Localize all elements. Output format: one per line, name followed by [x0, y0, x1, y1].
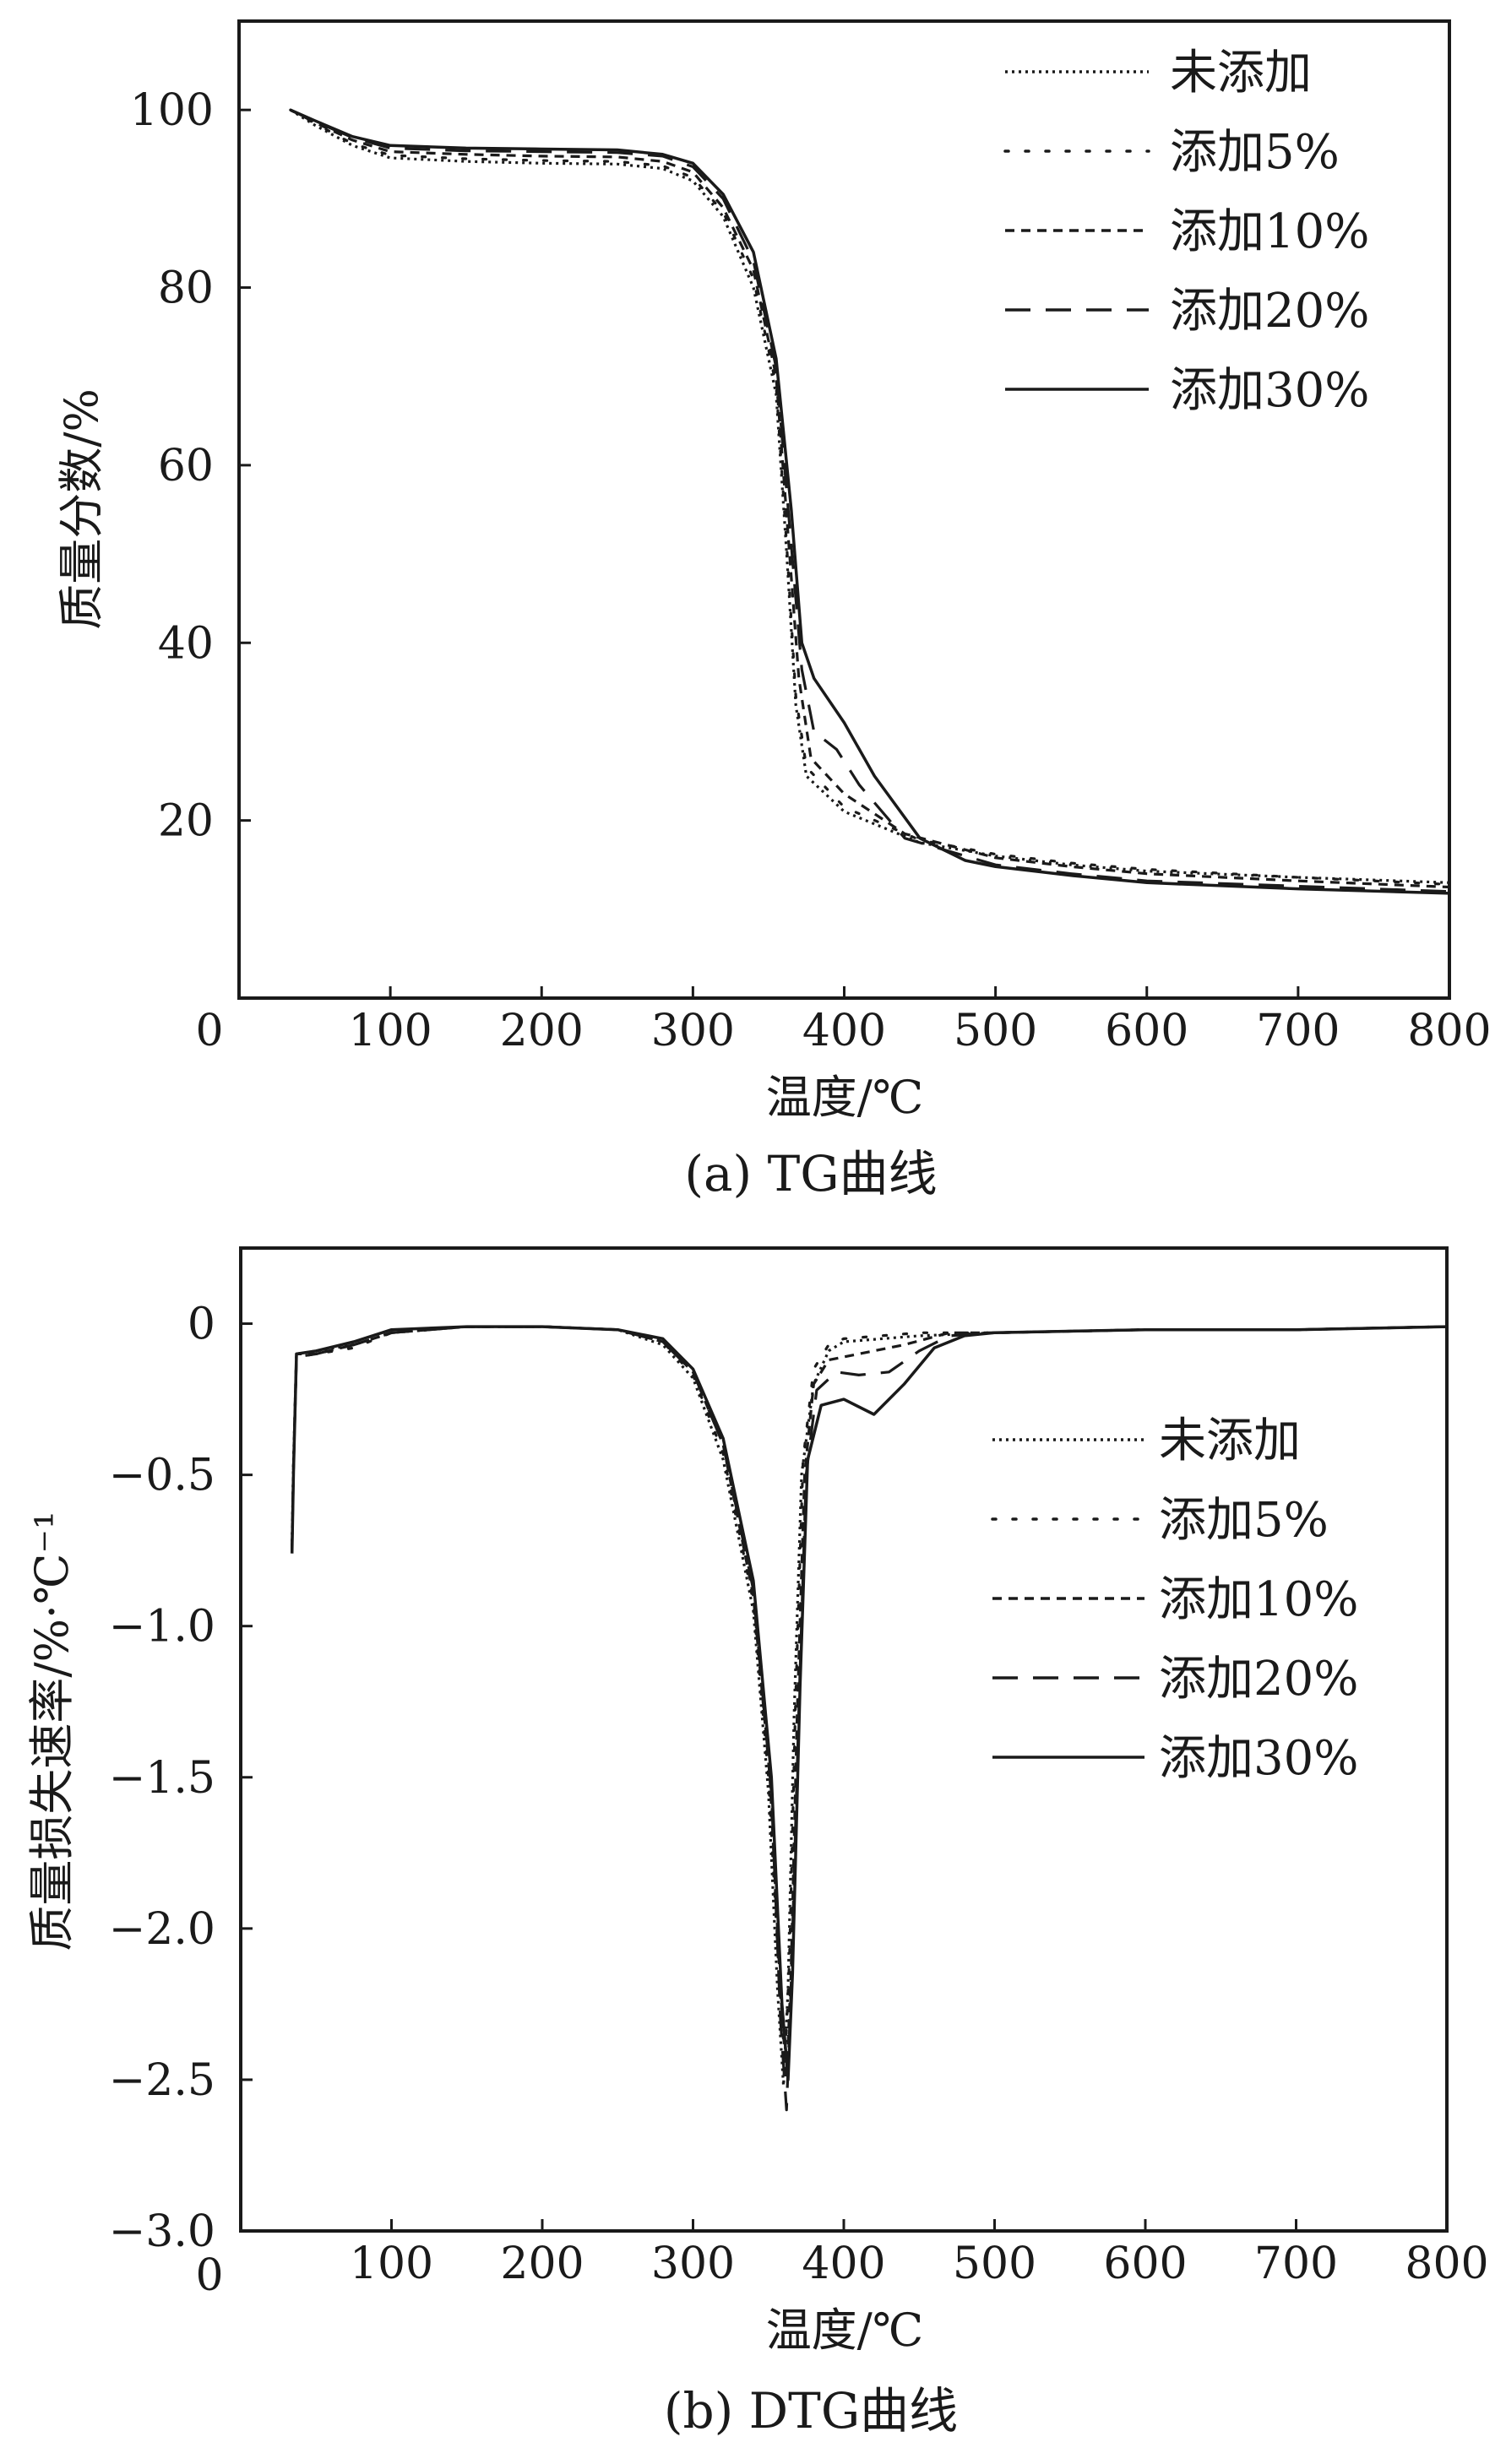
tg-series-group [289, 108, 1451, 895]
dtg-y-tick-label: −2.5 [109, 2055, 215, 2106]
tg-x-tick-label: 600 [1105, 1006, 1188, 1056]
dtg-series-group [290, 1325, 1449, 2112]
dtg-x-tick-label: 700 [1254, 2239, 1338, 2289]
tg-y-tick-label: 100 [130, 85, 214, 136]
dtg-legend-label-3: 添加20% [1159, 1652, 1358, 1707]
dtg-x-tick-label: 500 [953, 2239, 1036, 2289]
dtg-origin-label: 0 [195, 2250, 223, 2301]
tg-panel: 100 200 300 400 500 600 700 800 20 40 60 80 100 未添加添… [55, 19, 1492, 1202]
tg-legend-label-3: 添加20% [1170, 284, 1369, 339]
tg-y-axis-label: 质量分数/% [55, 388, 108, 630]
dtg-ticks: 100 200 300 400 500 600 700 800 0 −0.5 −1.0 −1.5 −2.… [109, 1300, 1489, 2289]
dtg-x-tick-label: 800 [1405, 2239, 1488, 2289]
tg-y-tick-label: 40 [158, 618, 214, 669]
tg-x-tick-label: 500 [954, 1006, 1037, 1056]
tg-x-tick-label: 800 [1407, 1006, 1491, 1056]
tg-x-axis-label: 温度/℃ [766, 1071, 924, 1124]
tg-x-tick-label: 100 [348, 1006, 432, 1056]
tg-series-line-2 [290, 108, 1450, 889]
tg-caption: (a) TG曲线 [684, 1145, 937, 1202]
dtg-y-axis-label: 质量损失速率/%·℃⁻¹ [25, 1511, 79, 1951]
dtg-series-line-1 [291, 1325, 1449, 2066]
tg-ticks: 100 200 300 400 500 600 700 800 20 40 60 80 100 [130, 85, 1492, 1056]
dtg-x-tick-label: 300 [651, 2239, 735, 2289]
dtg-series-line-3 [291, 1325, 1448, 2112]
dtg-legend-label-4: 添加30% [1159, 1731, 1358, 1786]
dtg-legend-label-2: 添加10% [1159, 1572, 1358, 1627]
dtg-x-tick-label: 200 [500, 2239, 584, 2289]
dtg-legend-label-1: 添加5% [1159, 1493, 1329, 1548]
tg-y-tick-label: 60 [158, 441, 214, 491]
tg-legend-label-1: 添加5% [1170, 125, 1340, 180]
tg-origin-label: 0 [195, 1006, 223, 1056]
dtg-y-tick-label: −0.5 [109, 1451, 215, 1501]
tg-legend-label-4: 添加30% [1170, 363, 1369, 418]
dtg-y-tick-label: −2.0 [109, 1904, 215, 1955]
tg-x-tick-label: 700 [1256, 1006, 1340, 1056]
tg-series-line-4 [290, 108, 1450, 895]
dtg-y-tick-label: −1.5 [109, 1753, 215, 1804]
dtg-x-tick-label: 400 [802, 2239, 885, 2289]
dtg-x-tick-label: 100 [350, 2239, 433, 2289]
tg-series-line-0 [290, 108, 1450, 884]
tg-legend-label-0: 未添加 [1170, 46, 1312, 100]
dtg-y-tick-label: −1.0 [109, 1602, 215, 1653]
dtg-x-tick-label: 600 [1103, 2239, 1187, 2289]
dtg-x-axis-label: 温度/℃ [766, 2304, 924, 2357]
tg-x-tick-label: 400 [802, 1006, 886, 1056]
dtg-caption: (b) DTG曲线 [664, 2382, 958, 2440]
dtg-y-tick-label: 0 [188, 1300, 215, 1350]
dtg-y-tick-label: −3.0 [109, 2206, 215, 2257]
tg-y-tick-label: 20 [158, 796, 214, 847]
tg-legend-label-2: 添加10% [1170, 204, 1369, 259]
tg-series-line-1 [289, 108, 1451, 886]
dtg-legend-label-0: 未添加 [1159, 1414, 1301, 1468]
tg-x-tick-label: 300 [651, 1006, 735, 1056]
tg-series-line-3 [290, 108, 1450, 893]
tg-x-tick-label: 200 [500, 1006, 584, 1056]
dtg-series-line-4 [290, 1325, 1448, 2081]
dtg-panel: 100 200 300 400 500 600 700 800 0 −0.5 −1.0 −1.5 −2.… [25, 1246, 1489, 2440]
tg-y-tick-label: 80 [158, 263, 214, 314]
